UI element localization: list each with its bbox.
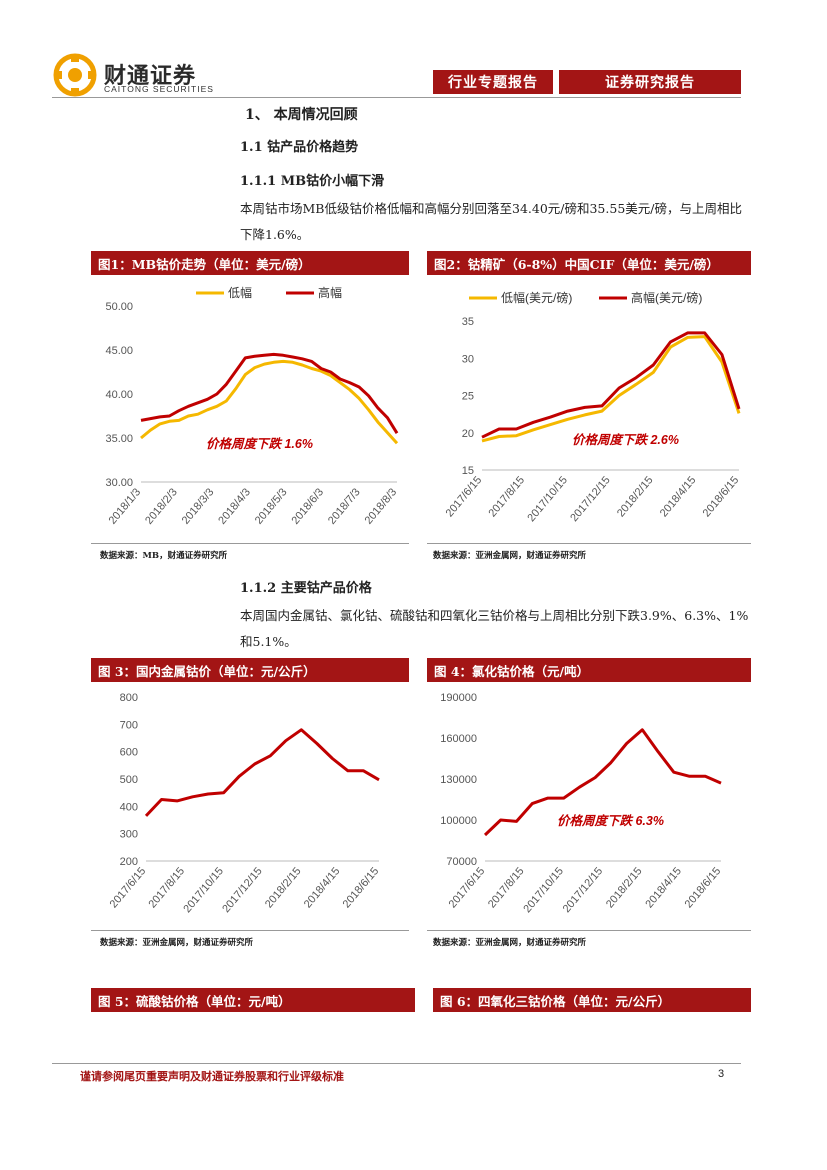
y-tick-label: 160000: [440, 733, 477, 745]
figure-2-source: 数据来源：亚洲金属网，财通证券研究所: [433, 551, 587, 561]
y-tick-label: 20: [462, 428, 474, 440]
x-tick-label: 2018/2/15: [263, 865, 304, 910]
legend-label: 高幅: [318, 285, 342, 300]
caitong-logo-icon: [53, 53, 97, 97]
x-tick-label: 2018/8/3: [363, 486, 400, 527]
x-tick-label: 2017/12/15: [568, 474, 613, 524]
page-number: 3: [718, 1068, 725, 1080]
y-tick-label: 40.00: [105, 389, 133, 401]
y-tick-label: 35: [462, 316, 474, 328]
x-tick-label: 2018/6/15: [683, 865, 724, 910]
x-tick-label: 2018/2/3: [143, 486, 180, 527]
x-tick-label: 2018/3/3: [180, 486, 217, 527]
y-tick-label: 400: [120, 801, 138, 813]
subsection-heading: 1.1 钴产品价格趋势: [240, 140, 359, 155]
footer-disclaimer: 谨请参阅尾页重要声明及财通证券股票和行业评级标准: [80, 1070, 344, 1083]
chart-cobalt-chloride-price: 700001000001300001600001900002017/6/1520…: [440, 692, 724, 915]
figure-4-title: 图 4：氯化钴价格（元/吨）: [427, 658, 751, 682]
series-line-primary: [481, 335, 741, 443]
figure-6-title: 图 6：四氧化三钴价格（单位：元/公斤）: [433, 988, 751, 1012]
y-tick-label: 700: [120, 719, 138, 731]
y-tick-label: 25: [462, 391, 474, 403]
x-tick-label: 2018/6/15: [341, 865, 382, 910]
x-tick-label: 2018/4/15: [643, 865, 684, 910]
y-tick-label: 800: [120, 692, 138, 704]
y-tick-label: 35.00: [105, 433, 133, 445]
x-tick-label: 2017/8/15: [486, 474, 527, 519]
legend-label: 低幅(美元/磅): [501, 290, 572, 305]
annotation-weekly-drop: 价格周度下跌 1.6%: [206, 437, 313, 451]
section-heading: 1、 本周情况回顾: [245, 107, 358, 123]
x-tick-label: 2018/2/15: [604, 865, 645, 910]
x-tick-label: 2018/4/15: [658, 474, 699, 519]
annotation-weekly-drop: 价格周度下跌 6.3%: [557, 814, 664, 828]
series-line-secondary: [140, 352, 399, 434]
x-tick-label: 2018/5/3: [253, 486, 290, 527]
footer-divider: [52, 1063, 741, 1064]
figure-1-title: 图1：MB钴价走势（单位：美元/磅）: [91, 251, 409, 275]
figure-5-title: 图 5：硫酸钴价格（单位：元/吨）: [91, 988, 415, 1012]
figure-2-bottom-rule: [427, 543, 751, 544]
x-tick-label: 2017/8/15: [486, 865, 527, 910]
y-tick-label: 30: [462, 353, 474, 365]
y-tick-label: 130000: [440, 774, 477, 786]
subsubsection-heading-products: 1.1.2 主要钴产品价格: [240, 581, 372, 596]
y-tick-label: 50.00: [105, 301, 133, 313]
legend-label: 低幅: [228, 285, 252, 300]
logo-chinese-name: 财通证券: [104, 64, 197, 89]
header-tag-securities-report: 证券研究报告: [559, 70, 741, 94]
x-tick-label: 2018/7/3: [326, 486, 363, 527]
y-tick-label: 45.00: [105, 345, 133, 357]
figure-4-bottom-rule: [427, 930, 751, 931]
paragraph-product-prices: 本周国内金属钴、氯化钴、硫酸钴和四氧化三钴价格与上周相比分别下跌3.9%、6.3…: [240, 608, 749, 649]
y-tick-label: 600: [120, 747, 138, 759]
x-tick-label: 2017/12/15: [220, 865, 265, 915]
y-tick-label: 15: [462, 465, 474, 477]
y-tick-label: 70000: [446, 856, 477, 868]
y-tick-label: 200: [120, 856, 138, 868]
x-tick-label: 2018/4/3: [216, 486, 253, 527]
x-tick-label: 2018/4/15: [302, 865, 343, 910]
y-tick-label: 30.00: [105, 477, 133, 489]
legend-label: 高幅(美元/磅): [631, 290, 702, 305]
series-line-primary: [144, 728, 380, 817]
y-tick-label: 100000: [440, 815, 477, 827]
figure-1-source: 数据来源：MB，财通证券研究所: [100, 551, 228, 561]
x-tick-label: 2017/10/15: [525, 474, 570, 524]
x-tick-label: 2017/10/15: [521, 865, 566, 915]
x-tick-label: 2017/6/15: [108, 865, 149, 910]
chart-mb-cobalt-price: 30.00 35.00 40.00 45.00 50.00 2018/1/3 2018/2/…: [105, 285, 400, 527]
figure-3-title: 图 3：国内金属钴价（单位：元/公斤）: [91, 658, 409, 682]
y-tick-label: 500: [120, 774, 138, 786]
x-tick-label: 2018/6/15: [701, 474, 742, 519]
x-tick-label: 2018/2/15: [615, 474, 656, 519]
figure-3-source: 数据来源：亚洲金属网，财通证券研究所: [100, 938, 254, 948]
figure-3-bottom-rule: [91, 930, 409, 931]
series-line-primary: [140, 359, 399, 445]
series-line-secondary: [481, 331, 741, 439]
paragraph-mb-price: 本周钴市场MB低级钴价格低幅和高幅分别回落至34.40元/磅和35.55美元/磅…: [240, 201, 742, 242]
figure-2-title: 图2：钴精矿（6-8%）中国CIF（单位：美元/磅）: [427, 251, 751, 275]
x-tick-label: 2017/6/15: [444, 474, 485, 519]
figure-1-bottom-rule: [91, 543, 409, 544]
annotation-weekly-drop: 价格周度下跌 2.6%: [572, 433, 679, 447]
x-tick-label: 2017/12/15: [561, 865, 606, 915]
header-divider: [52, 97, 741, 98]
x-tick-label: 2018/6/3: [289, 486, 326, 527]
x-tick-label: 2018/1/3: [107, 486, 144, 527]
y-tick-label: 300: [120, 829, 138, 841]
y-tick-label: 190000: [440, 692, 477, 704]
logo-english-name: CAITONG SECURITIES: [104, 84, 214, 94]
subsubsection-heading-mb: 1.1.1 MB钴价小幅下滑: [240, 174, 385, 189]
x-tick-label: 2017/8/15: [146, 865, 187, 910]
x-tick-label: 2017/6/15: [447, 865, 488, 910]
header-tag-industry-report: 行业专题报告: [433, 70, 553, 94]
figure-4-source: 数据来源：亚洲金属网，财通证券研究所: [433, 938, 587, 948]
series-line-primary: [483, 728, 722, 837]
